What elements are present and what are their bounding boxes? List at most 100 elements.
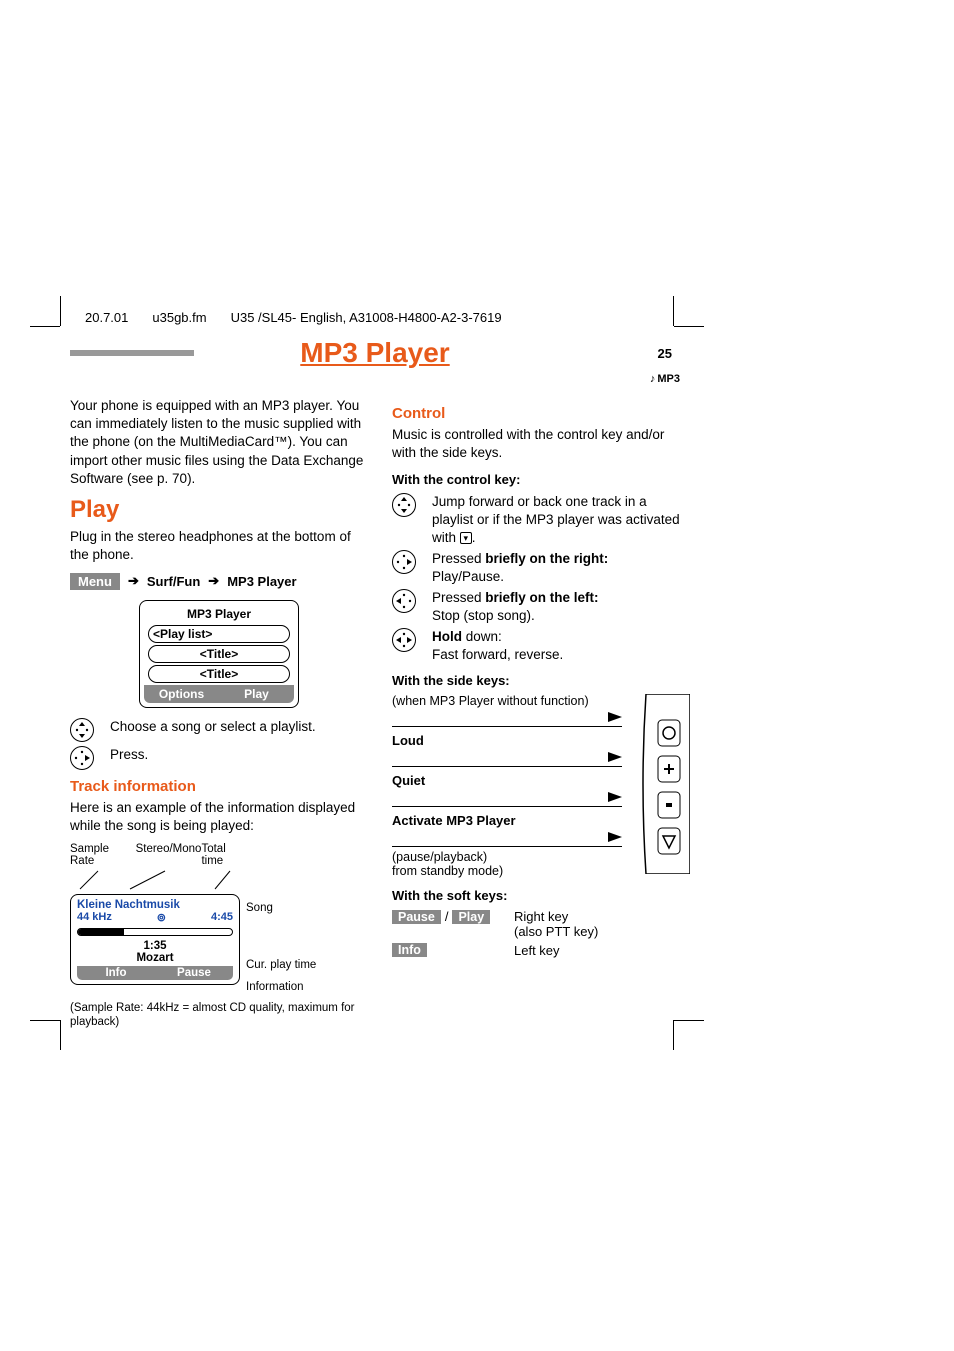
arrow-right-icon <box>608 752 622 762</box>
doc-date: 20.7.01 <box>85 310 128 325</box>
screen-title: MP3 Player <box>144 605 294 623</box>
screen-title-item: <Title> <box>148 645 290 663</box>
menu-path: Menu ➔ Surf/Fun ➔ MP3 Player <box>70 573 368 590</box>
left-text: Pressed briefly on the left: Stop (stop s… <box>432 589 690 624</box>
screen-playlist-item: <Play list> <box>148 625 290 643</box>
ctrl-hold-row: Hold down: Fast forward, reverse. <box>392 628 690 663</box>
crop-mark <box>673 1020 674 1050</box>
right-bold: briefly on the right: <box>485 551 608 566</box>
track-labels-top: Sample Rate Stereo/Mono Total time <box>70 843 250 867</box>
softkey-pause: Pause <box>155 966 233 980</box>
right-column: Control Music is controlled with the con… <box>392 397 690 1033</box>
joystick-right-icon <box>392 550 416 574</box>
now-playing-rate: 44 kHz <box>77 911 112 924</box>
side-keys-heading: With the side keys: <box>392 673 690 688</box>
doc-ref: U35 /SL45- English, A31008-H4800-A2-3-76… <box>231 310 502 325</box>
right-text: Pressed briefly on the right:Play/Pause. <box>432 550 690 585</box>
joystick-choose-row: Choose a song or select a playlist. <box>70 718 368 742</box>
menu-item-surffun: Surf/Fun <box>147 574 200 589</box>
label-song: Song <box>246 898 316 919</box>
doc-header: 20.7.01 u35gb.fm U35 /SL45- English, A31… <box>85 310 894 325</box>
joystick-press-row: Press. <box>70 746 368 770</box>
hold-sub: Fast forward, reverse. <box>432 647 563 662</box>
left-column: Your phone is equipped with an MP3 playe… <box>70 397 368 1033</box>
label-cur-playtime: Cur. play time <box>246 955 316 976</box>
softkey-info-row: Info Left key <box>392 943 690 958</box>
right-pre: Pressed <box>432 551 485 566</box>
track-info-text: Here is an example of the information di… <box>70 799 368 835</box>
mp3-badge: MP3 <box>60 373 680 385</box>
menu-badge: Menu <box>70 573 120 590</box>
arrow-icon: ➔ <box>128 573 139 589</box>
side-when-text: (when MP3 Player without function) <box>392 694 622 708</box>
crop-mark <box>60 1020 61 1050</box>
soft-keys-heading: With the soft keys: <box>392 888 690 903</box>
page-number: 25 <box>556 346 680 361</box>
joystick-leftright-icon <box>392 628 416 652</box>
now-playing-song: Kleine Nachtmusik <box>77 899 233 911</box>
arrow-right-icon <box>608 792 622 802</box>
choose-text: Choose a song or select a playlist. <box>110 718 368 736</box>
side-standby-text: from standby mode) <box>392 864 622 878</box>
ctrl-jump-row: Jump forward or back one track in a play… <box>392 493 690 546</box>
stereo-icon: ⊚ <box>157 911 166 924</box>
crop-mark <box>674 326 704 327</box>
crop-mark <box>673 296 674 326</box>
left-sub: Stop (stop song). <box>432 608 535 623</box>
side-pause-text: (pause/playback) <box>392 850 622 864</box>
hold-text: Hold down: Fast forward, reverse. <box>432 628 690 663</box>
softkey-play: Play <box>219 685 294 703</box>
screen-title-item: <Title> <box>148 665 290 683</box>
label-stereo-mono: Stereo/Mono <box>136 843 202 867</box>
ctrl-right-row: Pressed briefly on the right:Play/Pause. <box>392 550 690 585</box>
sample-rate-note: (Sample Rate: 44kHz = almost CD quality,… <box>70 1002 368 1030</box>
hold-bold: Hold <box>432 629 462 644</box>
right-key-sub: (also PTT key) <box>514 924 598 939</box>
page-title: MP3 Player <box>194 337 556 369</box>
joystick-left-icon <box>392 589 416 613</box>
badge-pause: Pause <box>392 910 441 924</box>
now-playing-artist: Mozart <box>77 952 233 964</box>
play-heading: Play <box>70 496 368 524</box>
control-heading: Control <box>392 405 690 422</box>
softkey-pause-play-row: Pause / Play Right key (also PTT key) <box>392 909 690 939</box>
intro-text: Your phone is equipped with an MP3 playe… <box>70 397 368 488</box>
side-activate-label: Activate MP3 Player <box>392 813 622 828</box>
joystick-updown-icon <box>392 493 416 517</box>
control-key-heading: With the control key: <box>392 472 690 487</box>
softkey-options: Options <box>144 685 219 703</box>
right-key-label: Right key <box>514 909 568 924</box>
crop-mark <box>30 1020 60 1021</box>
jump-suffix: . <box>472 530 476 545</box>
track-diagram: Sample Rate Stereo/Mono Total time Klein… <box>70 843 368 1029</box>
track-info-heading: Track information <box>70 778 368 795</box>
softkey-right-text: Right key (also PTT key) <box>514 909 598 939</box>
track-side-labels: Song Cur. play time Information <box>246 894 316 998</box>
left-key-label: Left key <box>514 943 560 958</box>
crop-mark <box>30 326 60 327</box>
hold-post: down: <box>462 629 502 644</box>
label-sample-rate: Sample Rate <box>70 843 136 867</box>
title-row: MP3 Player 25 <box>70 337 680 369</box>
arrow-right-icon <box>608 832 622 842</box>
track-leader-lines <box>70 867 270 891</box>
phone-screen-playlist: MP3 Player <Play list> <Title> <Title> O… <box>139 600 299 708</box>
press-text: Press. <box>110 746 368 764</box>
play-text: Plug in the stereo headphones at the bot… <box>70 528 368 564</box>
arrow-right-icon <box>608 712 622 722</box>
crop-mark <box>60 296 61 326</box>
joystick-updown-icon <box>70 718 94 742</box>
progress-bar <box>77 928 233 936</box>
side-keys-diagram: (when MP3 Player without function) Loud … <box>392 694 690 878</box>
left-pre: Pressed <box>432 590 485 605</box>
phone-side-graphic <box>638 694 690 877</box>
arrow-icon: ➔ <box>208 573 219 589</box>
softkey-row: Options Play <box>144 685 294 703</box>
control-intro: Music is controlled with the control key… <box>392 426 690 462</box>
slash: / <box>445 909 449 924</box>
left-bold: briefly on the left: <box>485 590 598 605</box>
now-playing-total: 4:45 <box>211 911 233 924</box>
phone-screen-nowplaying: Kleine Nachtmusik 44 kHz ⊚ 4:45 1:35 Moz… <box>70 894 240 985</box>
menu-item-mp3player: MP3 Player <box>227 574 296 589</box>
badge-info: Info <box>392 943 427 957</box>
